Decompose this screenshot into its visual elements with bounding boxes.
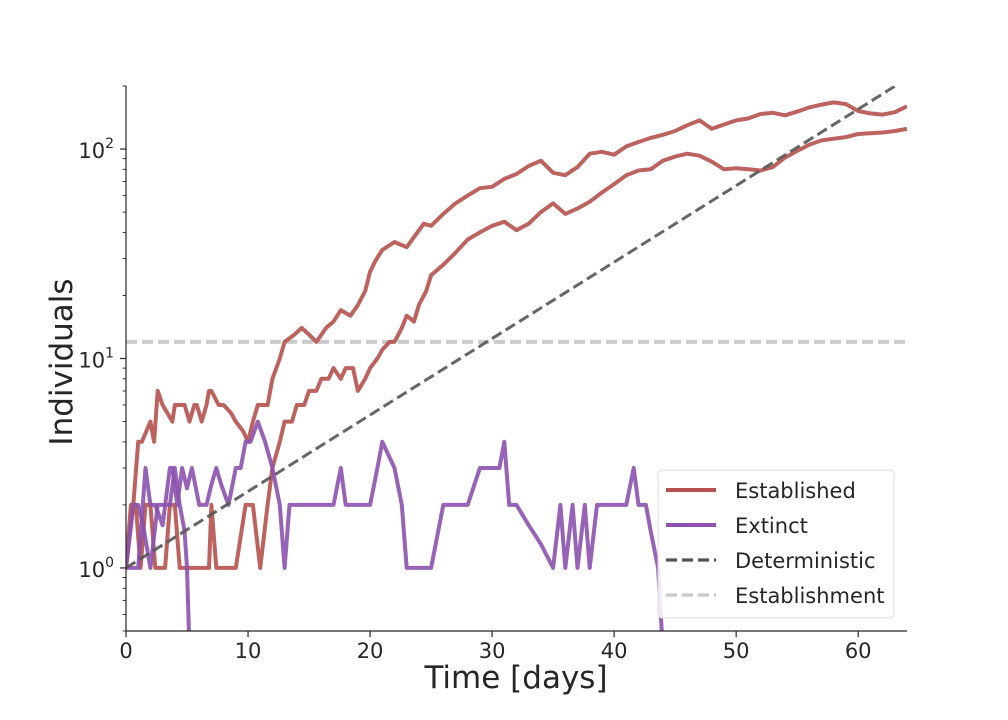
series-line-deterministic-4 bbox=[126, 86, 899, 570]
x-tick-label: 0 bbox=[119, 639, 132, 663]
ticks-layer: 0 10 20 30 40 50 60 100 101 102 bbox=[78, 85, 872, 663]
legend-label-extinct: Extinct bbox=[735, 514, 808, 538]
x-tick-label: 40 bbox=[601, 639, 628, 663]
y-axis-title: Individuals bbox=[44, 278, 80, 445]
plot-area bbox=[126, 86, 907, 631]
legend-label-deterministic: Deterministic bbox=[735, 549, 876, 573]
x-tick-label: 30 bbox=[479, 639, 506, 663]
legend-label-establishment: Establishment bbox=[735, 584, 884, 608]
series-line-established-1 bbox=[126, 126, 907, 570]
x-tick-label: 20 bbox=[357, 639, 384, 663]
y-tick-label: 102 bbox=[78, 136, 114, 163]
legend-label-established: Established bbox=[735, 479, 856, 503]
legend-box bbox=[657, 469, 895, 619]
x-tick-label: 50 bbox=[723, 639, 750, 663]
x-tick-label: 60 bbox=[845, 639, 872, 663]
series-layer bbox=[126, 86, 907, 631]
x-tick-label: 10 bbox=[235, 639, 262, 663]
legend: Established Extinct Deterministic Establish… bbox=[657, 469, 895, 619]
y-tick-label: 101 bbox=[78, 346, 114, 373]
series-line-established-0 bbox=[126, 100, 907, 569]
series-line-extinct-2 bbox=[126, 419, 664, 631]
x-axis-title: Time [days] bbox=[423, 660, 607, 696]
y-tick-label: 100 bbox=[78, 555, 114, 582]
